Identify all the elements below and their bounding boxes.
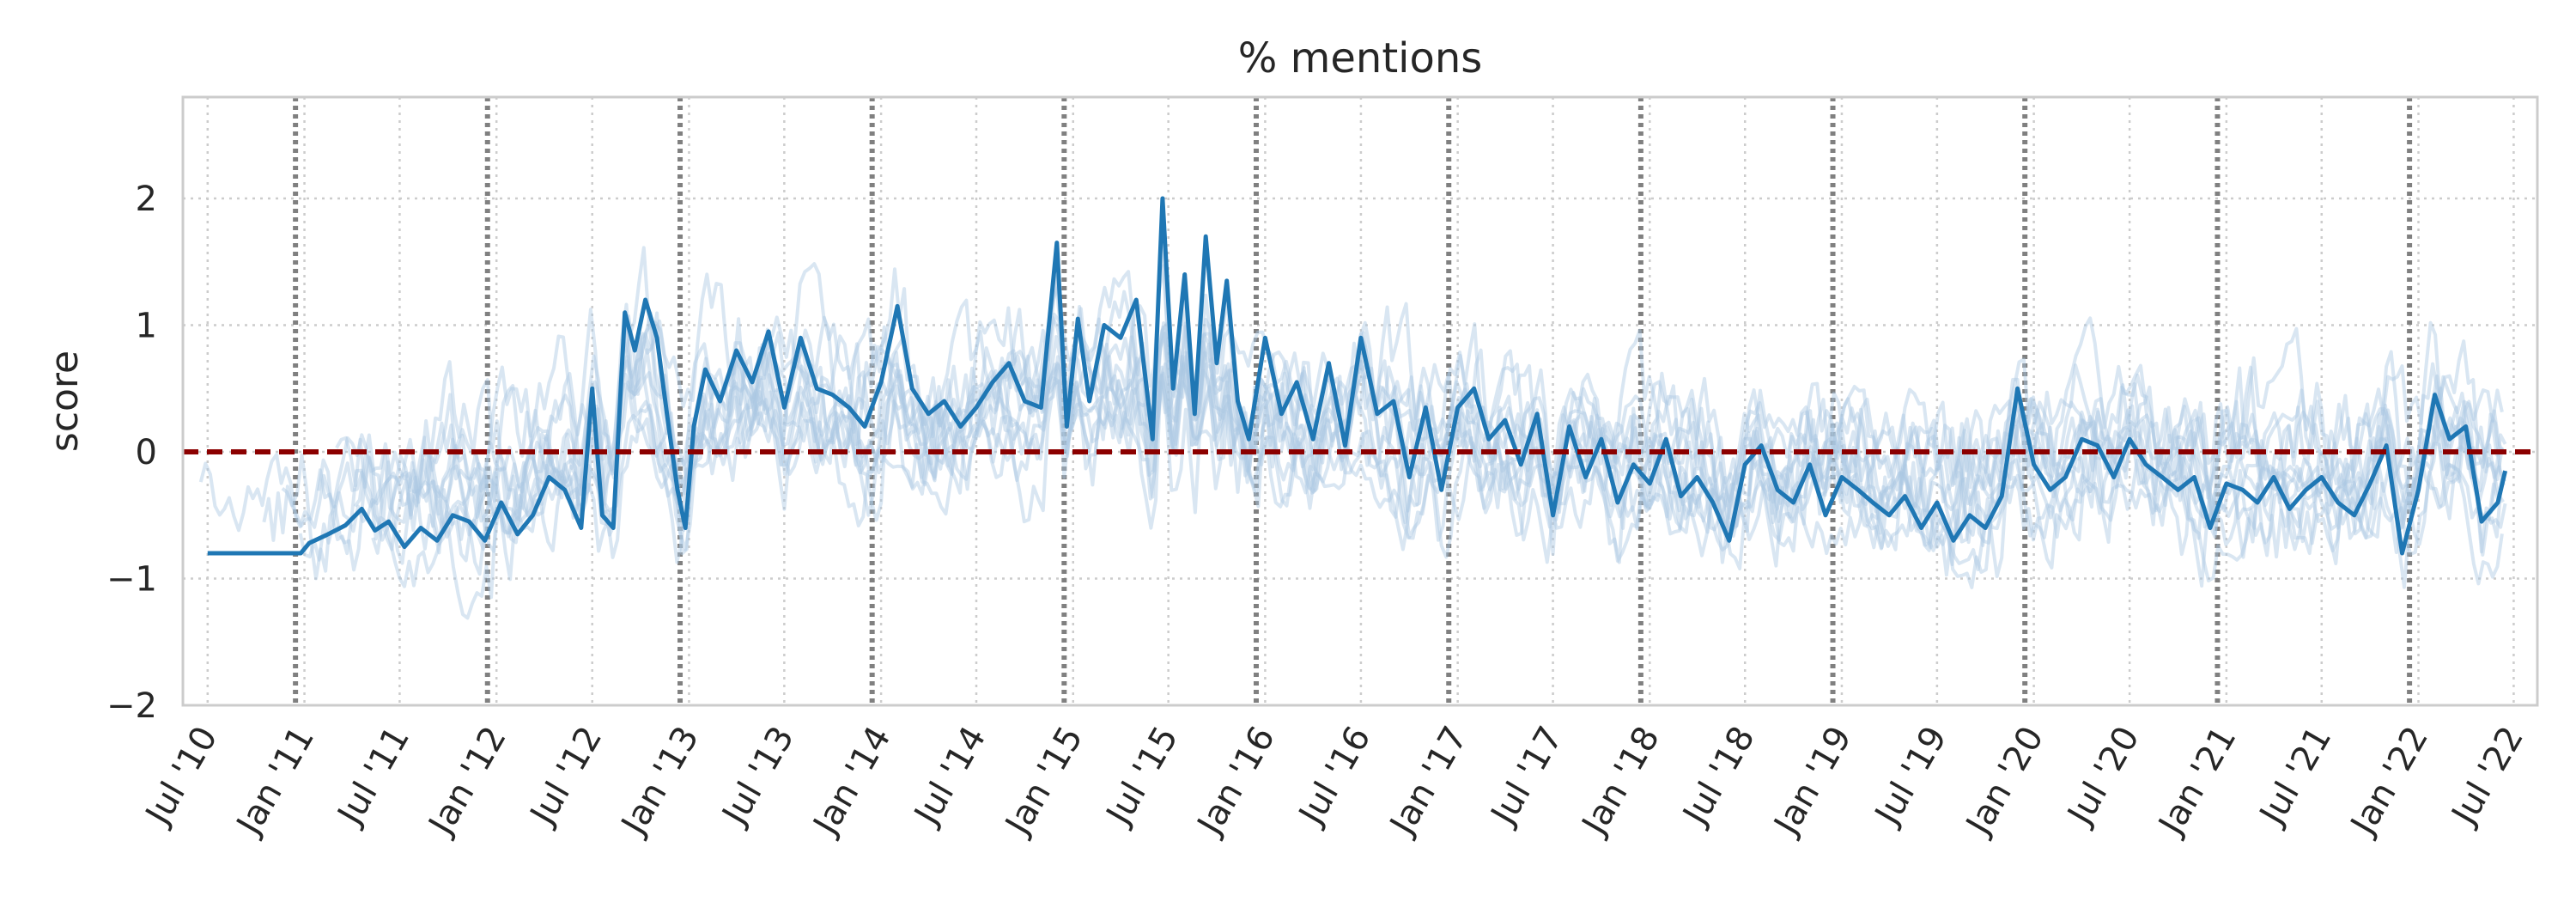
- background-series-line: [426, 229, 2503, 576]
- background-series-line: [317, 302, 2504, 570]
- y-axis-label: score: [43, 350, 87, 452]
- background-series-line: [298, 355, 2504, 589]
- y-tick-label: −1: [106, 560, 157, 600]
- background-series-line: [353, 246, 2506, 588]
- y-tick-label: 0: [136, 433, 157, 472]
- y-tick-label: 1: [136, 307, 157, 346]
- background-series-line: [389, 283, 2506, 563]
- y-axis-ticks: −2 −1 0 1 2: [106, 180, 157, 726]
- plot-frame: [181, 95, 2539, 707]
- highlighted-series: [207, 196, 2508, 556]
- chart-title: % mentions: [1238, 34, 1483, 82]
- y-tick-label: 2: [136, 180, 157, 219]
- background-series-line: [262, 264, 2506, 620]
- highlighted-series-line: [207, 196, 2508, 556]
- y-tick-label: −2: [106, 686, 157, 726]
